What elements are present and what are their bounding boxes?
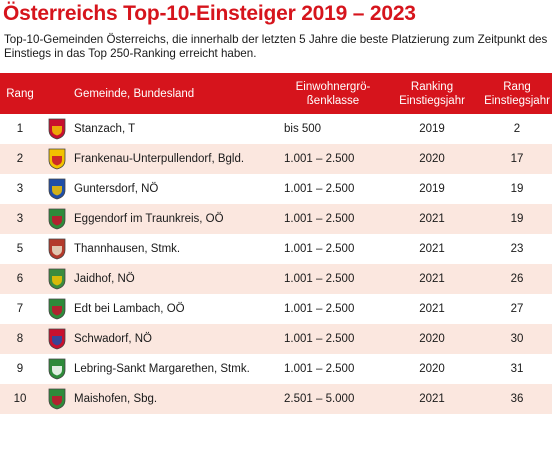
row-rang-einstiegsjahr: 23 xyxy=(510,243,524,255)
row-einwohnerklasse: 1.001 – 2.500 xyxy=(284,183,355,195)
row-rank: 10 xyxy=(13,393,27,405)
coat-of-arms-maishofen-icon xyxy=(48,388,66,410)
table-row: 5 Thannhausen, Stmk. 1.001 – 2.500 2021 23 xyxy=(0,234,552,264)
row-einstiegsjahr: 2021 xyxy=(419,393,445,405)
table-row: 6 Jaidhof, NÖ 1.001 – 2.500 2021 26 xyxy=(0,264,552,294)
row-rank: 3 xyxy=(16,183,24,195)
table-row: 10 Maishofen, Sbg. 2.501 – 5.000 2021 36 xyxy=(0,384,552,414)
row-rank: 6 xyxy=(16,273,24,285)
header-rang: Rang xyxy=(6,87,34,100)
header-rang-einstiegsjahr: Rang Einstiegsjahr xyxy=(482,73,552,114)
row-crest-cell xyxy=(40,324,74,354)
row-rang-einstiegsjahr: 19 xyxy=(510,183,524,195)
row-rang-einstiegsjahr: 2 xyxy=(513,123,521,135)
header-rang2-line2: Einstiegsjahr xyxy=(484,94,550,107)
row-gemeinde: Lebring-Sankt Margarethen, Stmk. xyxy=(74,363,250,375)
row-crest-cell xyxy=(40,174,74,204)
row-einstiegsjahr: 2021 xyxy=(419,243,445,255)
table-row: 7 Edt bei Lambach, OÖ 1.001 – 2.500 2021 27 xyxy=(0,294,552,324)
row-rank: 7 xyxy=(16,303,24,315)
row-einwohnerklasse: 1.001 – 2.500 xyxy=(284,303,355,315)
row-gemeinde: Thannhausen, Stmk. xyxy=(74,243,181,255)
table-row: 3 Eggendorf im Traunkreis, OÖ 1.001 – 2.50… xyxy=(0,204,552,234)
table-row: 9 Lebring-Sankt Margarethen, Stmk. 1.001 –… xyxy=(0,354,552,384)
row-einwohnerklasse: 1.001 – 2.500 xyxy=(284,333,355,345)
row-crest-cell xyxy=(40,144,74,174)
coat-of-arms-schwadorf-icon xyxy=(48,328,66,350)
row-rang-einstiegsjahr: 17 xyxy=(510,153,524,165)
coat-of-arms-eggendorf-icon xyxy=(48,208,66,230)
page-title: Österreichs Top-10-Einsteiger 2019 – 202… xyxy=(3,2,416,25)
row-einwohnerklasse: 1.001 – 2.500 xyxy=(284,363,355,375)
table-row: 1 Stanzach, T bis 500 2019 2 xyxy=(0,114,552,144)
header-gemeinde: Gemeinde, Bundesland xyxy=(74,87,195,100)
row-einstiegsjahr: 2021 xyxy=(419,303,445,315)
row-rang-einstiegsjahr: 30 xyxy=(510,333,524,345)
coat-of-arms-edt-icon xyxy=(48,298,66,320)
row-gemeinde: Eggendorf im Traunkreis, OÖ xyxy=(74,213,224,225)
coat-of-arms-lebring-icon xyxy=(48,358,66,380)
row-crest-cell xyxy=(40,204,74,234)
row-crest-cell xyxy=(40,384,74,414)
row-gemeinde: Jaidhof, NÖ xyxy=(74,273,135,285)
header-rang2-line1: Rang xyxy=(503,80,531,93)
row-rang-einstiegsjahr: 19 xyxy=(510,213,524,225)
coat-of-arms-jaidhof-icon xyxy=(48,268,66,290)
row-rank: 8 xyxy=(16,333,24,345)
row-einstiegsjahr: 2020 xyxy=(419,363,445,375)
row-gemeinde: Frankenau-Unterpullendorf, Bgld. xyxy=(74,153,245,165)
row-einwohnerklasse: 1.001 – 2.500 xyxy=(284,213,355,225)
row-crest-cell xyxy=(40,354,74,384)
row-einstiegsjahr: 2020 xyxy=(419,153,445,165)
header-ranking-line2: Einstiegsjahr xyxy=(399,94,465,107)
row-rang-einstiegsjahr: 31 xyxy=(510,363,524,375)
row-gemeinde: Maishofen, Sbg. xyxy=(74,393,158,405)
header-crest xyxy=(40,73,74,114)
table-row: 8 Schwadorf, NÖ 1.001 – 2.500 2020 30 xyxy=(0,324,552,354)
row-crest-cell xyxy=(40,114,74,144)
header-einwohnerklasse: Einwohnergrö- ßenklasse xyxy=(284,73,382,114)
header-ranking-line1: Ranking xyxy=(410,80,454,93)
row-rank: 3 xyxy=(16,213,24,225)
row-rank: 5 xyxy=(16,243,24,255)
ranking-table: Rang Gemeinde, Bundesland Einwohnergrö- … xyxy=(0,73,552,414)
row-einstiegsjahr: 2020 xyxy=(419,333,445,345)
row-crest-cell xyxy=(40,294,74,324)
coat-of-arms-frankenau-icon xyxy=(48,148,66,170)
row-rang-einstiegsjahr: 26 xyxy=(510,273,524,285)
row-gemeinde: Edt bei Lambach, OÖ xyxy=(74,303,185,315)
row-gemeinde: Stanzach, T xyxy=(74,123,136,135)
row-einstiegsjahr: 2019 xyxy=(419,183,445,195)
row-gemeinde: Schwadorf, NÖ xyxy=(74,333,152,345)
row-gemeinde: Guntersdorf, NÖ xyxy=(74,183,159,195)
header-ranking-einstiegsjahr: Ranking Einstiegsjahr xyxy=(382,73,482,114)
coat-of-arms-guntersdorf-icon xyxy=(48,178,66,200)
row-einwohnerklasse: bis 500 xyxy=(284,123,322,135)
table-row: 2 Frankenau-Unterpullendorf, Bgld. 1.001 –… xyxy=(0,144,552,174)
row-rang-einstiegsjahr: 27 xyxy=(510,303,524,315)
row-einwohnerklasse: 2.501 – 5.000 xyxy=(284,393,355,405)
row-rang-einstiegsjahr: 36 xyxy=(510,393,524,405)
coat-of-arms-thannhausen-icon xyxy=(48,238,66,260)
header-einwohnerklasse-line2: ßenklasse xyxy=(306,94,360,107)
row-rank: 1 xyxy=(16,123,24,135)
row-crest-cell xyxy=(40,264,74,294)
row-rank: 9 xyxy=(16,363,24,375)
table-row: 3 Guntersdorf, NÖ 1.001 – 2.500 2019 19 xyxy=(0,174,552,204)
row-einstiegsjahr: 2021 xyxy=(419,273,445,285)
table-header-row: Rang Gemeinde, Bundesland Einwohnergrö- … xyxy=(0,73,552,114)
header-einwohnerklasse-line1: Einwohnergrö- xyxy=(295,80,371,93)
row-rank: 2 xyxy=(16,153,24,165)
row-einstiegsjahr: 2019 xyxy=(419,123,445,135)
coat-of-arms-stanzach-icon xyxy=(48,118,66,140)
row-einwohnerklasse: 1.001 – 2.500 xyxy=(284,243,355,255)
row-einwohnerklasse: 1.001 – 2.500 xyxy=(284,153,355,165)
row-einwohnerklasse: 1.001 – 2.500 xyxy=(284,273,355,285)
row-crest-cell xyxy=(40,234,74,264)
page-subtitle: Top-10-Gemeinden Österreichs, die innerh… xyxy=(4,33,548,60)
row-einstiegsjahr: 2021 xyxy=(419,213,445,225)
